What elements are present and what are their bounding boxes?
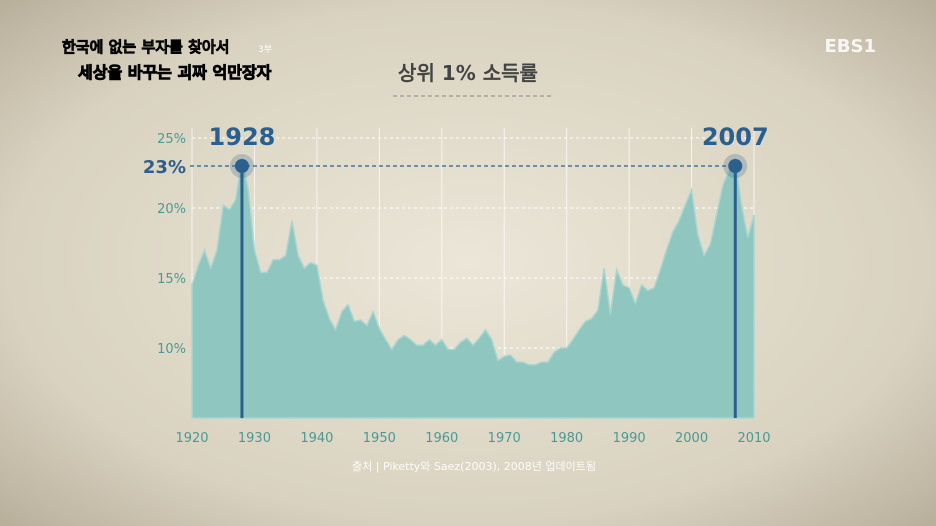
x-tick-label: 1970	[488, 431, 521, 446]
episode: 3부	[258, 44, 272, 55]
plot: 1920 1930 1940 1950 1960 1970 1980 1990 2000 2010…	[143, 123, 771, 446]
y-tick-label: 10%	[157, 342, 186, 357]
x-tick-label: 1990	[613, 431, 646, 446]
channel-logo: EBS1	[824, 36, 876, 57]
highlight-dot	[728, 159, 743, 173]
x-tick-label: 2000	[675, 431, 708, 446]
y-tick-label: 20%	[157, 202, 186, 217]
x-tick-label: 1940	[300, 431, 333, 446]
highlight-dot	[234, 159, 249, 173]
x-tick-label: 1960	[425, 431, 458, 446]
x-tick-label: 1980	[550, 431, 583, 446]
y-tick-label: 15%	[157, 272, 186, 287]
reference-label: 23%	[143, 157, 186, 178]
chart-title: 상위 1% 소득률	[398, 61, 538, 85]
program-subtitle: 세상을 바꾸는 괴짜 억만장자	[78, 63, 272, 82]
x-tick-label: 2010	[737, 431, 770, 446]
y-tick-label: 25%	[157, 132, 186, 147]
x-tick-label: 1920	[175, 431, 208, 446]
source: 출처 | Piketty와 Saez(2003), 2008년 업데이트됨	[352, 460, 596, 473]
highlight-label: 1928	[209, 123, 276, 151]
area	[191, 156, 755, 419]
x-tick-label: 1930	[238, 431, 271, 446]
x-tick-label: 1950	[363, 431, 396, 446]
highlight-label: 2007	[702, 123, 769, 151]
program-title: 한국에 없는 부자를 찾아서	[62, 38, 229, 56]
